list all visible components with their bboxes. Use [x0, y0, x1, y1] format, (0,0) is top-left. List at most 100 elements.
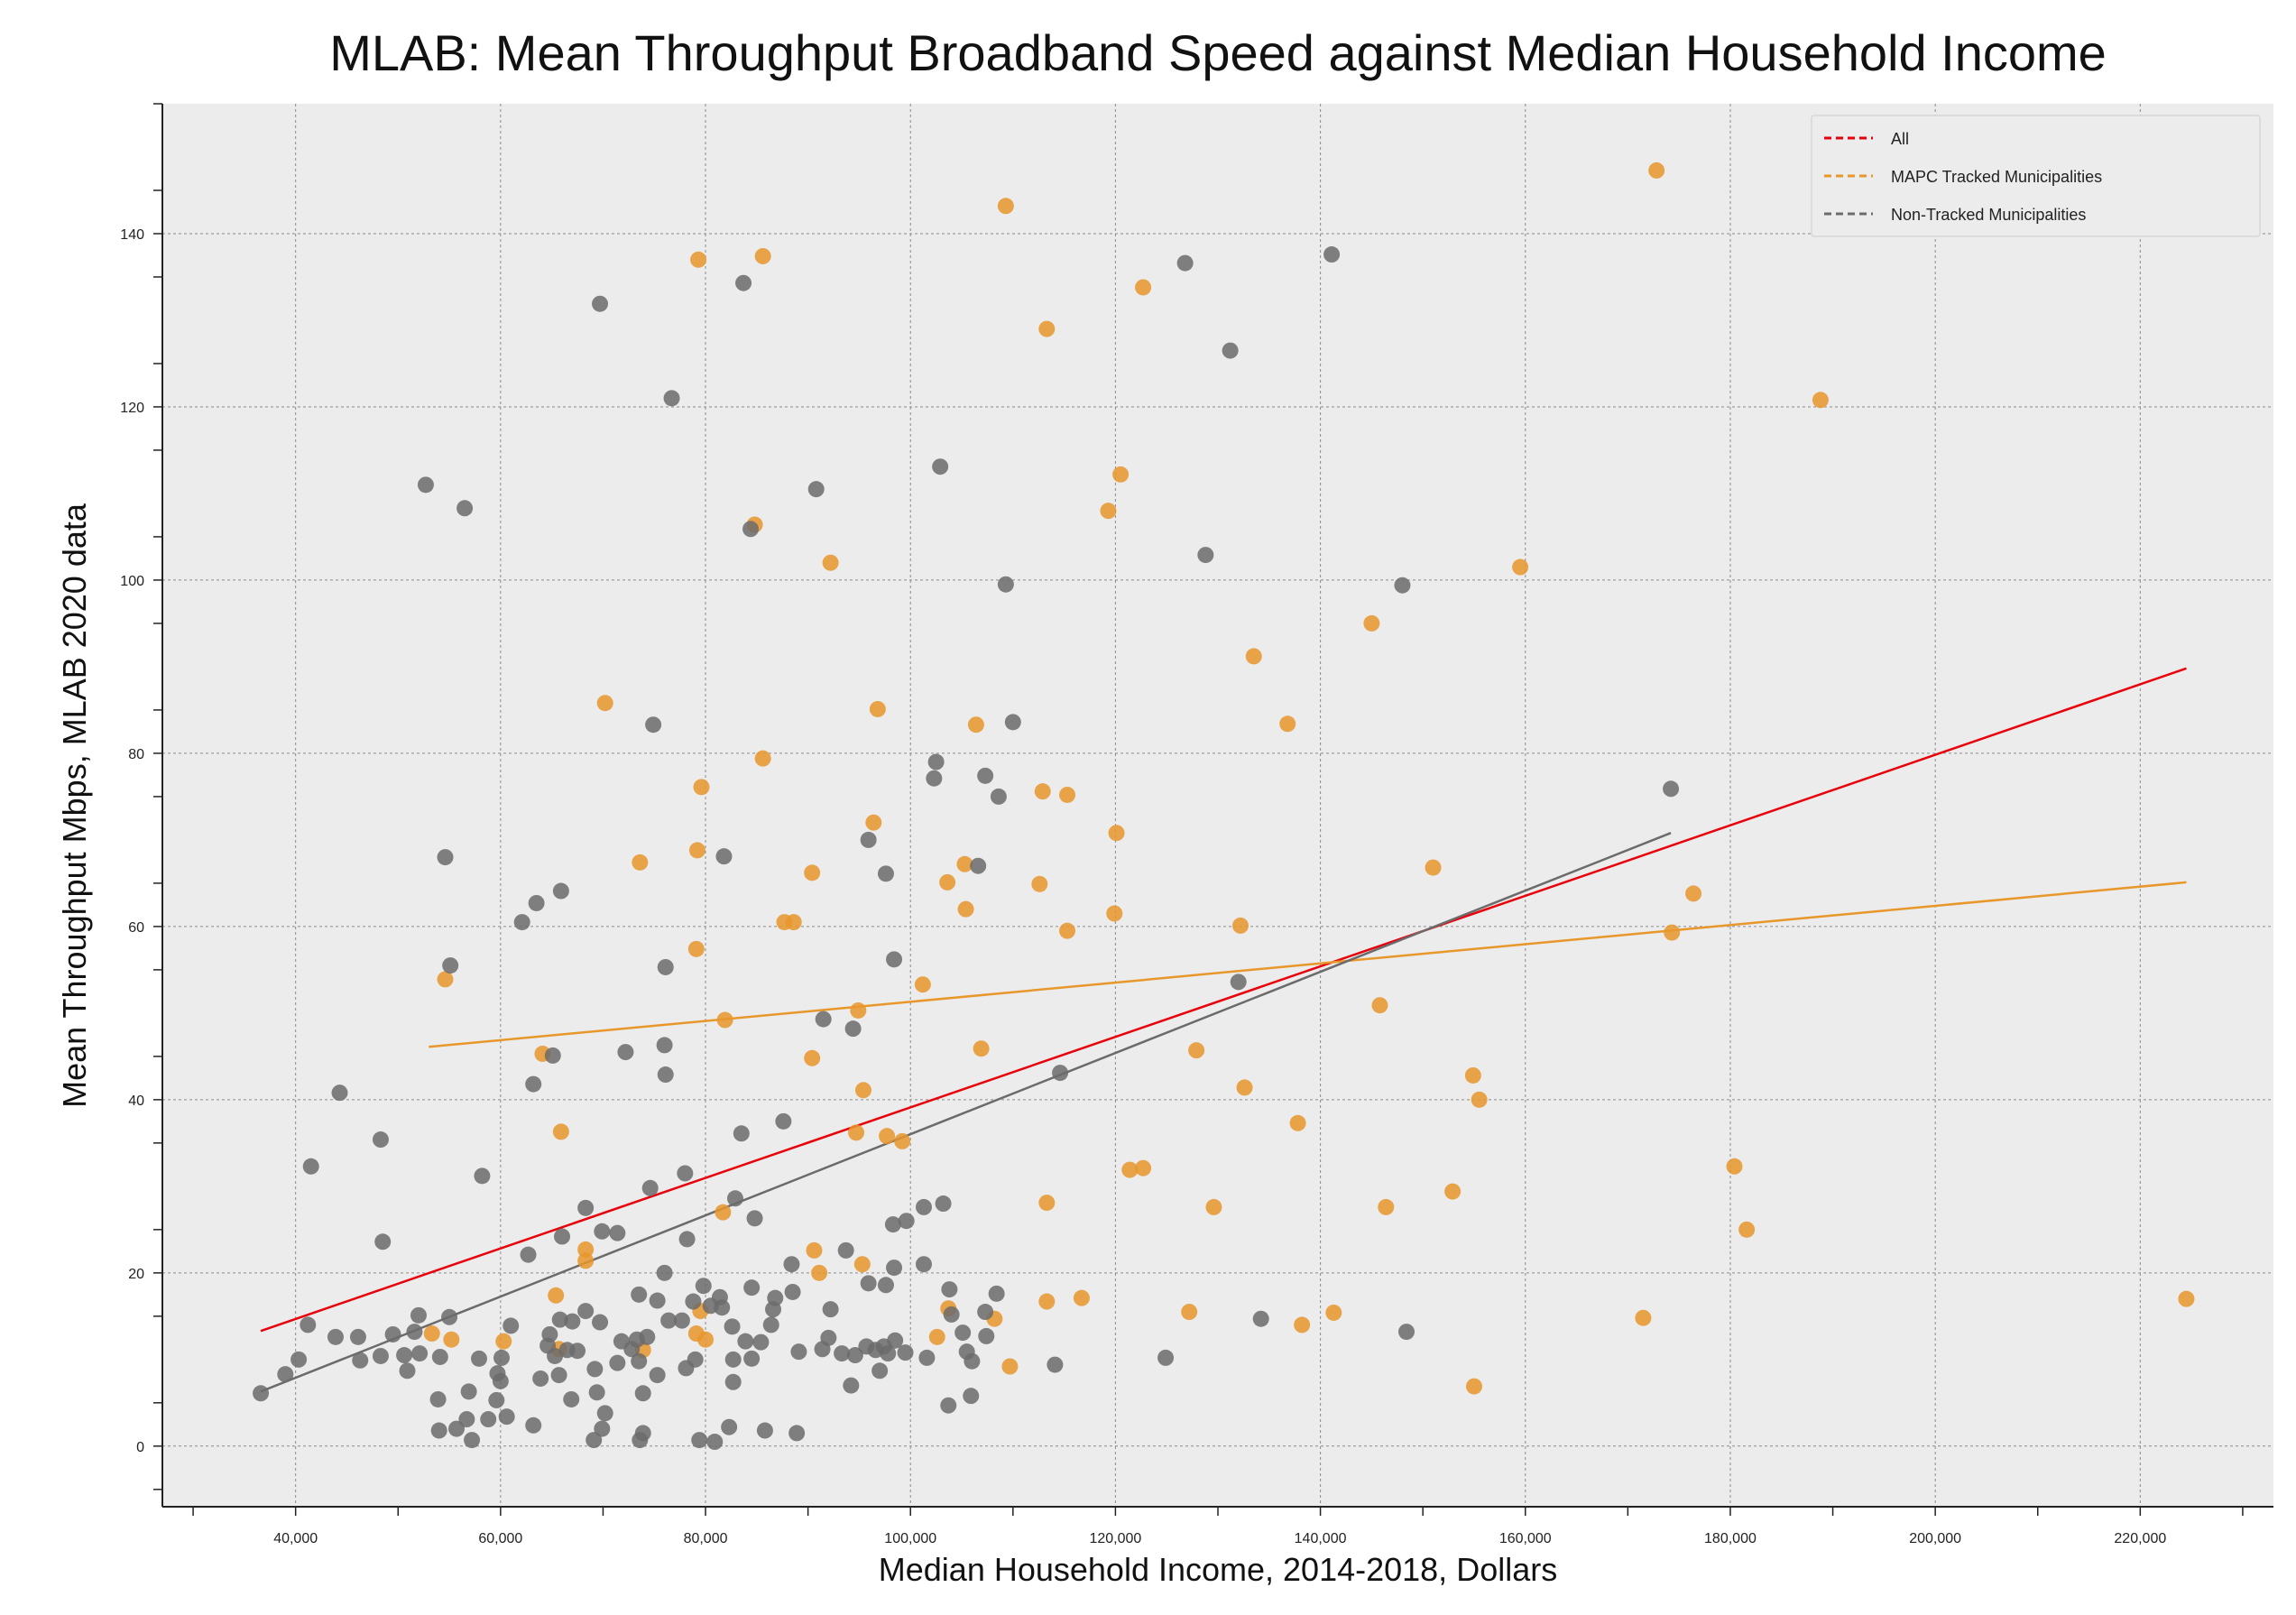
point-non-tracked-municipalities [724, 1373, 742, 1390]
point-non-tracked-municipalities [871, 1362, 889, 1380]
point-non-tracked-municipalities [762, 1316, 779, 1334]
point-mapc-tracked-municipalities [848, 1124, 865, 1141]
trend-line-all [260, 667, 2187, 1333]
point-non-tracked-municipalities [609, 1354, 626, 1371]
point-non-tracked-municipalities [552, 882, 569, 900]
point-mapc-tracked-municipalities [690, 251, 707, 268]
point-non-tracked-municipalities [1252, 1310, 1269, 1327]
point-non-tracked-municipalities [746, 1210, 763, 1227]
point-non-tracked-municipalities [639, 1328, 656, 1345]
point-non-tracked-municipalities [586, 1361, 604, 1378]
point-non-tracked-municipalities [431, 1348, 448, 1365]
point-mapc-tracked-municipalities [697, 1331, 715, 1348]
point-non-tracked-municipalities [1222, 342, 1239, 359]
point-mapc-tracked-municipalities [754, 247, 771, 264]
x-tick-label: 40,000 [273, 1531, 318, 1546]
point-non-tracked-municipalities [834, 1345, 851, 1362]
point-mapc-tracked-municipalities [939, 873, 956, 891]
point-non-tracked-municipalities [886, 951, 903, 968]
point-non-tracked-municipalities [253, 1385, 270, 1402]
point-non-tracked-municipalities [663, 390, 680, 407]
point-mapc-tracked-municipalities [1038, 1195, 1056, 1212]
point-non-tracked-municipalities [290, 1351, 308, 1368]
point-non-tracked-municipalities [724, 1318, 741, 1335]
point-non-tracked-municipalities [300, 1316, 317, 1334]
point-non-tracked-municipalities [695, 1278, 712, 1295]
plot-background [162, 104, 2273, 1507]
point-non-tracked-municipalities [790, 1343, 807, 1361]
point-mapc-tracked-municipalities [850, 1001, 867, 1019]
point-mapc-tracked-municipalities [437, 971, 454, 988]
point-non-tracked-municipalities [877, 1277, 894, 1294]
point-mapc-tracked-municipalities [1059, 922, 1076, 939]
point-mapc-tracked-municipalities [1664, 924, 1681, 941]
point-non-tracked-municipalities [586, 1432, 603, 1449]
y-tick-label: 60 [128, 920, 144, 936]
point-non-tracked-municipalities [448, 1420, 466, 1437]
point-non-tracked-municipalities [1394, 577, 1411, 594]
point-non-tracked-municipalities [551, 1311, 568, 1328]
point-non-tracked-municipalities [399, 1362, 416, 1380]
point-mapc-tracked-municipalities [423, 1325, 440, 1343]
point-non-tracked-municipalities [677, 1165, 694, 1182]
point-non-tracked-municipalities [547, 1347, 564, 1364]
legend-box [1811, 115, 2261, 237]
point-mapc-tracked-municipalities [1245, 648, 1262, 665]
point-mapc-tracked-municipalities [693, 779, 710, 796]
point-mapc-tracked-municipalities [715, 1204, 732, 1221]
point-mapc-tracked-municipalities [716, 1011, 733, 1029]
point-mapc-tracked-municipalities [552, 1123, 569, 1140]
point-non-tracked-municipalities [898, 1213, 915, 1230]
y-tick-label: 20 [128, 1267, 144, 1282]
point-mapc-tracked-municipalities [754, 750, 771, 767]
point-non-tracked-municipalities [915, 1198, 932, 1215]
point-mapc-tracked-municipalities [1073, 1289, 1090, 1306]
point-non-tracked-municipalities [417, 476, 434, 494]
point-mapc-tracked-municipalities [1738, 1221, 1756, 1238]
point-non-tracked-municipalities [884, 1216, 901, 1233]
point-non-tracked-municipalities [990, 788, 1007, 805]
point-non-tracked-municipalities [724, 1351, 742, 1368]
point-non-tracked-municipalities [520, 1246, 537, 1263]
point-non-tracked-municipalities [1230, 974, 1247, 991]
point-mapc-tracked-municipalities [1181, 1304, 1198, 1321]
point-non-tracked-municipalities [592, 1314, 609, 1331]
y-axis-title: Mean Throughput Mbps, MLAB 2020 data [56, 503, 93, 1108]
point-non-tracked-municipalities [1323, 246, 1341, 263]
point-mapc-tracked-municipalities [1038, 1293, 1056, 1310]
point-non-tracked-municipalities [474, 1167, 491, 1185]
point-non-tracked-municipalities [480, 1411, 497, 1428]
point-non-tracked-municipalities [1197, 547, 1214, 564]
point-non-tracked-municipalities [721, 1418, 738, 1435]
x-tick-label: 200,000 [1909, 1531, 1961, 1546]
point-mapc-tracked-municipalities [1648, 162, 1665, 179]
point-non-tracked-municipalities [843, 1377, 860, 1394]
point-non-tracked-municipalities [471, 1350, 487, 1367]
point-mapc-tracked-municipalities [822, 554, 839, 571]
point-non-tracked-municipalities [691, 1432, 708, 1449]
x-tick-label: 140,000 [1295, 1531, 1347, 1546]
point-non-tracked-municipalities [442, 957, 459, 974]
point-mapc-tracked-municipalities [1726, 1158, 1743, 1175]
point-non-tracked-municipalities [1157, 1349, 1175, 1366]
point-non-tracked-municipalities [886, 1260, 903, 1277]
point-non-tracked-municipalities [756, 1422, 773, 1439]
point-non-tracked-municipalities [277, 1366, 294, 1383]
point-non-tracked-municipalities [656, 1037, 673, 1054]
point-mapc-tracked-municipalities [1371, 997, 1388, 1014]
point-non-tracked-municipalities [596, 1405, 613, 1422]
point-non-tracked-municipalities [706, 1434, 724, 1451]
point-mapc-tracked-municipalities [854, 1082, 871, 1099]
point-mapc-tracked-municipalities [956, 855, 973, 872]
point-non-tracked-municipalities [941, 1281, 958, 1298]
point-non-tracked-municipalities [1398, 1324, 1415, 1341]
point-non-tracked-municipalities [685, 1293, 702, 1310]
point-mapc-tracked-municipalities [1100, 503, 1117, 520]
point-non-tracked-municipalities [877, 865, 894, 882]
point-mapc-tracked-municipalities [495, 1333, 512, 1350]
point-mapc-tracked-municipalities [688, 842, 705, 859]
point-mapc-tracked-municipalities [785, 914, 802, 931]
data-points [253, 162, 2195, 1451]
point-mapc-tracked-municipalities [967, 716, 984, 734]
point-non-tracked-municipalities [649, 1367, 666, 1384]
